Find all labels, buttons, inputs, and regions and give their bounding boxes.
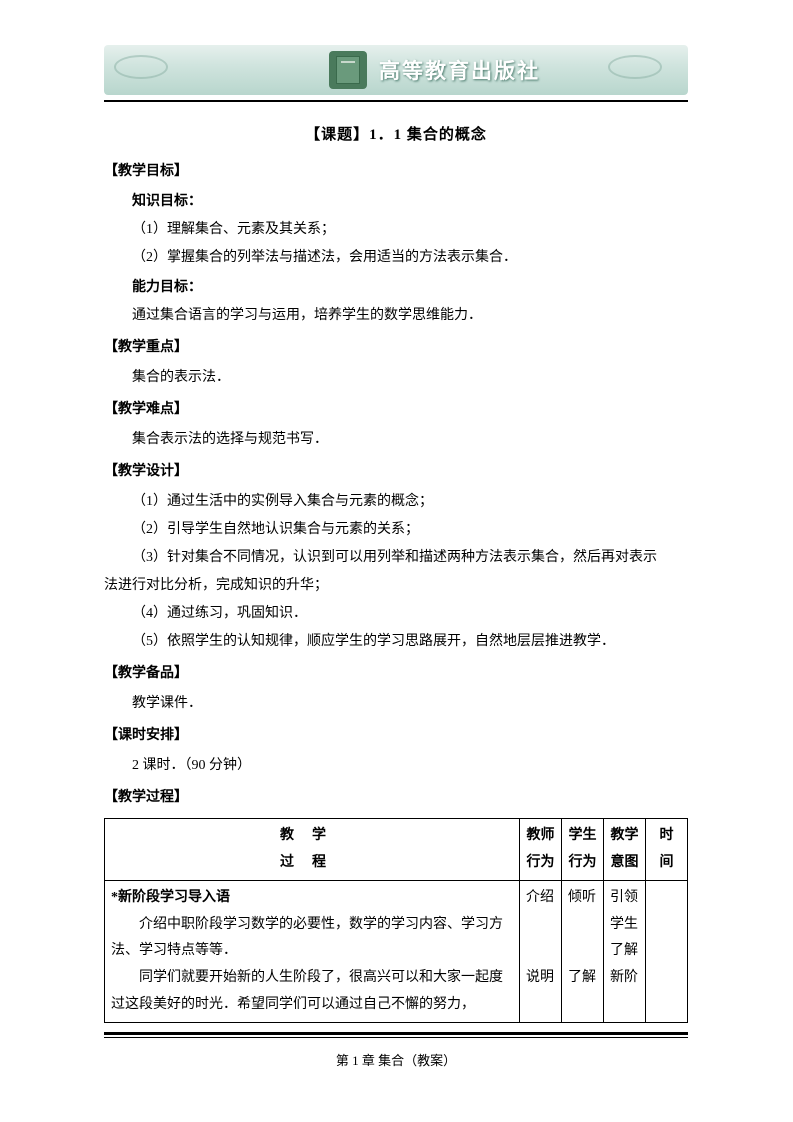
th-process: 教学 过程	[105, 819, 520, 881]
section-materials-header: 【教学备品】	[104, 660, 688, 688]
design-5: （5）依照学生的认知规律，顺应学生的学习思路展开，自然地层层推进教学．	[132, 628, 688, 656]
design-3a: （3）针对集合不同情况，认识到可以用列举和描述两种方法表示集合，然后再对表示	[132, 544, 688, 572]
section-process-header: 【教学过程】	[104, 784, 688, 812]
process-paragraph-1: 介绍中职阶段学习数学的必要性，数学的学习内容、学习方法、学习特点等等．	[111, 912, 513, 965]
page-footer: 第 1 章 集合（教案）	[104, 1050, 688, 1069]
book-icon	[329, 51, 367, 89]
th-time: 时 间	[646, 819, 688, 881]
design-2: （2）引导学生自然地认识集合与元素的关系；	[132, 516, 688, 544]
schedule-text: 2 课时．（90 分钟）	[132, 752, 688, 780]
th-teacher-l2: 行为	[527, 855, 555, 870]
th-student-l2: 行为	[569, 855, 597, 870]
process-paragraph-2: 同学们就要开始新的人生阶段了，很高兴可以和大家一起度过这段美好的时光．希望同学们…	[111, 965, 513, 1018]
cell-intent: 引领 学生 了解 新阶	[604, 881, 646, 1023]
design-4: （4）通过练习，巩固知识．	[132, 600, 688, 628]
knowledge-goal-1: （1）理解集合、元素及其关系；	[132, 216, 688, 244]
th-student-l1: 学生	[569, 828, 597, 843]
design-1: （1）通过生活中的实例导入集合与元素的概念；	[132, 488, 688, 516]
section-focus-header: 【教学重点】	[104, 334, 688, 362]
cell-time	[646, 881, 688, 1023]
banner-decoration-left	[114, 55, 184, 85]
th-teacher-l1: 教师	[527, 828, 555, 843]
header-rule	[104, 100, 688, 102]
th-time-l1: 时	[660, 828, 674, 843]
student-action-1: 倾听	[568, 890, 596, 905]
student-action-2: 了解	[568, 970, 596, 985]
intent-line-3: 了解	[610, 943, 638, 958]
section-goals-header: 【教学目标】	[104, 158, 688, 186]
table-header-row: 教学 过程 教师 行为 学生 行为 教学 意图 时 间	[105, 819, 688, 881]
section-design-header: 【教学设计】	[104, 458, 688, 486]
th-process-l2: 过程	[280, 855, 344, 870]
design-3b: 法进行对比分析，完成知识的升华；	[104, 572, 688, 600]
footer-rule	[104, 1032, 688, 1035]
ability-goal-text: 通过集合语言的学习与运用，培养学生的数学思维能力．	[132, 302, 688, 330]
lesson-title: 【课题】1．1 集合的概念	[104, 120, 688, 150]
th-teacher: 教师 行为	[520, 819, 562, 881]
ability-goal-label: 能力目标：	[132, 274, 688, 302]
table-row: *新阶段学习导入语 介绍中职阶段学习数学的必要性，数学的学习内容、学习方法、学习…	[105, 881, 688, 1023]
process-bold-title: *新阶段学习导入语	[111, 885, 513, 912]
intent-line-4: 新阶	[610, 970, 638, 985]
banner-decoration-right	[608, 55, 678, 85]
teaching-process-table: 教学 过程 教师 行为 学生 行为 教学 意图 时 间 *新阶段学习导入语	[104, 818, 688, 1023]
materials-text: 教学课件．	[132, 690, 688, 718]
th-student: 学生 行为	[562, 819, 604, 881]
cell-process: *新阶段学习导入语 介绍中职阶段学习数学的必要性，数学的学习内容、学习方法、学习…	[105, 881, 520, 1023]
intent-line-1: 引领	[610, 890, 638, 905]
section-difficulty-header: 【教学难点】	[104, 396, 688, 424]
th-intent-l1: 教学	[611, 828, 639, 843]
knowledge-goal-label: 知识目标：	[132, 188, 688, 216]
intent-line-2: 学生	[610, 917, 638, 932]
publisher-name: 高等教育出版社	[379, 55, 540, 85]
focus-text: 集合的表示法．	[132, 364, 688, 392]
teacher-action-2: 说明	[526, 970, 554, 985]
cell-student: 倾听 了解	[562, 881, 604, 1023]
teacher-action-1: 介绍	[526, 890, 554, 905]
document-content: 【课题】1．1 集合的概念 【教学目标】 知识目标： （1）理解集合、元素及其关…	[104, 120, 688, 1023]
knowledge-goal-2: （2）掌握集合的列举法与描述法，会用适当的方法表示集合．	[132, 244, 688, 272]
cell-teacher: 介绍 说明	[520, 881, 562, 1023]
th-intent: 教学 意图	[604, 819, 646, 881]
publisher-banner: 高等教育出版社	[104, 45, 688, 95]
section-schedule-header: 【课时安排】	[104, 722, 688, 750]
difficulty-text: 集合表示法的选择与规范书写．	[132, 426, 688, 454]
th-time-l2: 间	[660, 855, 674, 870]
th-intent-l2: 意图	[611, 855, 639, 870]
th-process-l1: 教学	[280, 828, 344, 843]
